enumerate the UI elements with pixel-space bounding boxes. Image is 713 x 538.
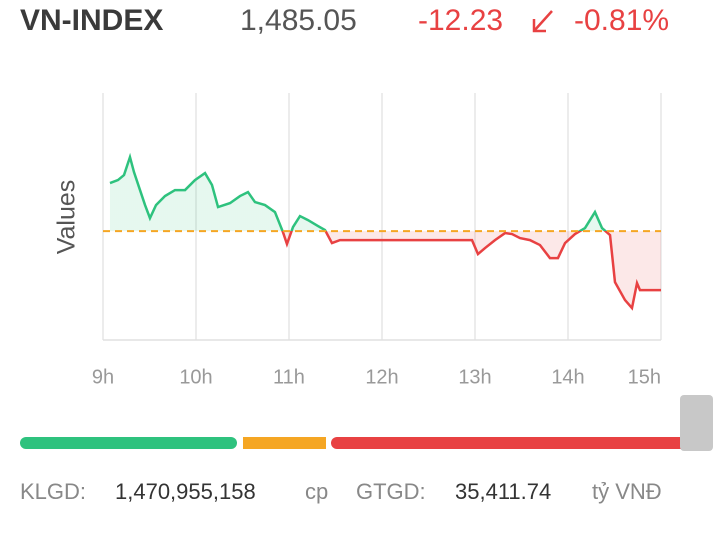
advance-bar — [20, 437, 237, 449]
index-change-pct: -0.81% — [574, 4, 669, 37]
value: 35,411.74 — [455, 479, 551, 504]
decline-bar — [331, 437, 688, 449]
index-price: 1,485.05 — [240, 4, 357, 37]
x-tick-label: 12h — [365, 366, 398, 388]
y-axis-label: Values — [53, 180, 81, 255]
x-tick-label: 14h — [551, 366, 584, 388]
index-change: -12.23 — [418, 4, 503, 37]
price-line — [109, 152, 661, 311]
x-tick-label: 10h — [179, 366, 212, 388]
scrollbar[interactable] — [680, 395, 713, 451]
down-arrow — [532, 10, 553, 33]
x-tick-label: 11h — [273, 366, 305, 388]
unchanged-bar — [243, 437, 326, 449]
plot: 9h 10h 11h 12h 13h 14h 15h — [92, 93, 662, 388]
volume-unit: cp — [305, 479, 328, 504]
x-tick-label: 9h — [92, 366, 114, 388]
x-tick-label: 15h — [628, 366, 661, 388]
x-tick-label: 13h — [458, 366, 491, 388]
volume-label: KLGD: — [20, 479, 86, 504]
area-shading — [109, 157, 662, 309]
index-name: VN-INDEX — [20, 4, 163, 37]
value-label: GTGD: — [356, 479, 426, 504]
value-unit: tỷ VNĐ — [592, 479, 662, 504]
volume: 1,470,955,158 — [115, 479, 256, 504]
